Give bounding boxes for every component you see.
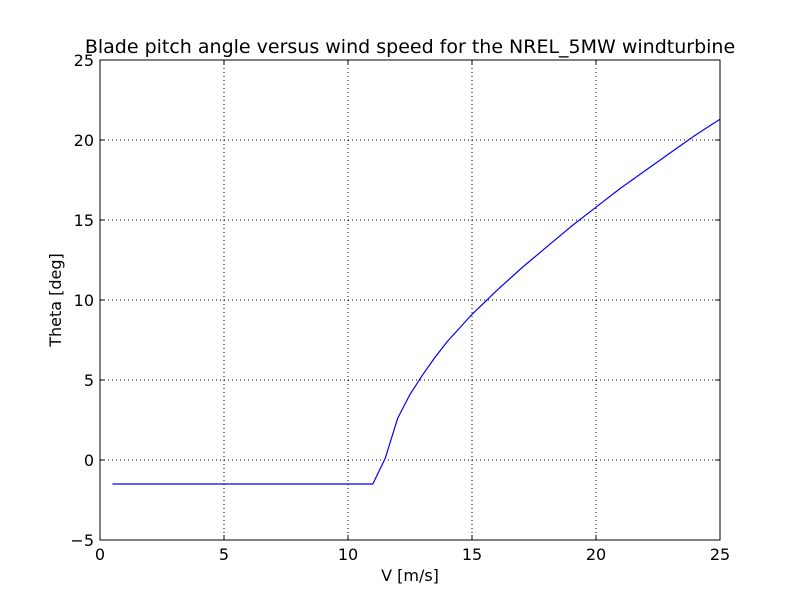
y-tick-label: 0: [84, 451, 94, 470]
x-tick-label: 0: [95, 545, 105, 564]
x-axis-label: V [m/s]: [381, 566, 439, 585]
y-tick-label: 5: [84, 371, 94, 390]
y-tick-label: 10: [74, 291, 94, 310]
y-tick-label: 15: [74, 211, 94, 230]
pitch-angle-line: [112, 118, 721, 485]
x-tick-label: 15: [462, 545, 482, 564]
x-tick-label: 25: [710, 545, 730, 564]
y-tick-label: 20: [74, 131, 94, 150]
x-tick-label: 5: [219, 545, 229, 564]
y-axis-label: Theta [deg]: [46, 253, 65, 348]
chart-title: Blade pitch angle versus wind speed for …: [85, 36, 735, 58]
x-tick-labels: 0 5 10 15 20 25: [95, 545, 730, 564]
y-tick-label: 25: [74, 51, 94, 70]
x-tick-label: 20: [586, 545, 606, 564]
y-tick-label: −5: [70, 531, 94, 550]
x-tick-label: 10: [338, 545, 358, 564]
y-tick-labels: −5 0 5 10 15 20 25: [70, 51, 94, 550]
series-layer: [112, 118, 721, 485]
plot-frame: [99, 59, 721, 541]
